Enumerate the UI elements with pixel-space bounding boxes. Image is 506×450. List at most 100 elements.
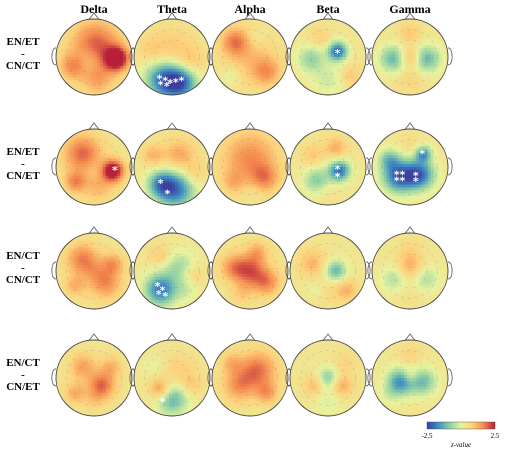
topomap-cell — [252, 59, 257, 64]
topomap-cell — [160, 68, 164, 73]
topomap-cell — [123, 19, 127, 23]
topomap-cell — [145, 21, 150, 26]
topomap-cell — [166, 74, 170, 78]
topomap-cell — [433, 83, 437, 87]
topomap-cell — [96, 146, 101, 150]
topomap-cell — [120, 175, 124, 180]
topomap-cell — [244, 65, 248, 70]
topomap-cell — [180, 77, 185, 81]
topomap-cell — [99, 30, 104, 35]
topomap-cell — [157, 83, 161, 87]
topomap-cell — [279, 51, 283, 55]
topomap-cell — [172, 155, 176, 159]
topomap-cell — [67, 57, 72, 61]
topomap-cell — [285, 57, 288, 61]
topomap-cell — [238, 131, 242, 136]
topomap-cell — [76, 92, 80, 95]
topomap-cell — [201, 178, 205, 183]
topomap-cell — [134, 193, 138, 197]
topomap-cell — [148, 39, 152, 43]
topomap-cell — [189, 36, 193, 40]
topomap-cell — [183, 48, 188, 52]
topomap-cell — [102, 86, 107, 90]
topomap-cell — [183, 59, 188, 64]
topomap-cell — [163, 62, 167, 67]
topomap-cell — [64, 71, 69, 75]
topomap-cell — [82, 45, 86, 49]
topomap-cell — [267, 86, 271, 90]
topomap-cell — [192, 30, 196, 35]
topomap-cell — [186, 196, 190, 200]
topomap-cell — [270, 146, 274, 150]
nose-mark — [88, 122, 100, 130]
topomap-cell — [183, 149, 188, 153]
topomap-cell — [380, 42, 385, 46]
topomap-cell — [134, 129, 138, 133]
topomap-cell — [398, 86, 402, 90]
topomap-cell — [410, 86, 414, 90]
topomap-cell — [142, 143, 147, 147]
topomap-cell — [279, 62, 283, 67]
topomap-cell — [102, 51, 107, 55]
topomap-cell — [157, 21, 161, 26]
topomap-cell — [313, 45, 317, 49]
topomap-cell — [105, 137, 110, 142]
topomap-cell — [189, 30, 193, 35]
topomap-cell — [91, 187, 95, 191]
topomap-cell — [279, 54, 283, 58]
topomap-cell — [123, 45, 127, 49]
topomap-cell — [177, 27, 182, 32]
topomap-cell — [105, 27, 110, 32]
row-label-line: EN/CT — [6, 357, 40, 369]
topomap-cell — [154, 30, 158, 35]
topomap-cell — [154, 202, 158, 205]
topomap-cell — [145, 169, 150, 174]
topomap-cell — [70, 199, 74, 203]
topomap-cell — [67, 131, 72, 136]
topomap-cell — [174, 196, 179, 200]
topomap-cell — [136, 57, 141, 61]
topomap-cell — [192, 83, 196, 87]
topomap-cell — [336, 71, 341, 75]
topomap-cell — [70, 134, 74, 139]
topomap-cell — [145, 202, 150, 205]
topomap-cell — [111, 30, 115, 35]
topomap-cell — [244, 80, 248, 84]
topomap-cell — [105, 161, 110, 165]
topomap-cell — [255, 45, 260, 49]
topomap-cell — [56, 77, 60, 81]
topomap-cell — [169, 83, 173, 87]
topomap-cell — [433, 62, 437, 67]
topomap-cell — [111, 164, 115, 168]
topomap-cell — [99, 184, 104, 188]
topomap-cell — [157, 51, 161, 55]
topomap-cell — [198, 62, 202, 67]
band-headers: Delta Theta Alpha Beta Gamma — [80, 2, 430, 16]
topomap-cell — [398, 83, 402, 87]
topomap-cell — [96, 167, 101, 171]
topomap-cell — [195, 59, 199, 64]
topomap-cell — [252, 51, 257, 55]
topomap-cell — [85, 155, 89, 159]
topomap-cell — [348, 36, 352, 40]
ear-mark — [129, 157, 135, 176]
topomap-cell — [250, 134, 254, 139]
topomap-cell — [102, 178, 107, 183]
topomap-cell — [418, 74, 423, 78]
topomap-cell — [136, 149, 141, 153]
topomap-cell — [395, 74, 399, 78]
topomap-cell — [207, 21, 210, 26]
topomap-cell — [139, 24, 144, 29]
topomap-cell — [424, 39, 428, 43]
topomap-cell — [436, 62, 440, 67]
topomap-cell — [330, 80, 335, 84]
topomap-cell — [330, 71, 335, 75]
topomap-cell — [310, 80, 314, 84]
topomap-cell — [398, 39, 402, 43]
topomap-cell — [151, 62, 155, 67]
topomap-cell — [79, 152, 83, 156]
topomap-cell — [207, 187, 210, 191]
topomap-cell — [325, 77, 329, 81]
topomap-cell — [319, 74, 323, 78]
topomap-cell — [201, 134, 205, 139]
